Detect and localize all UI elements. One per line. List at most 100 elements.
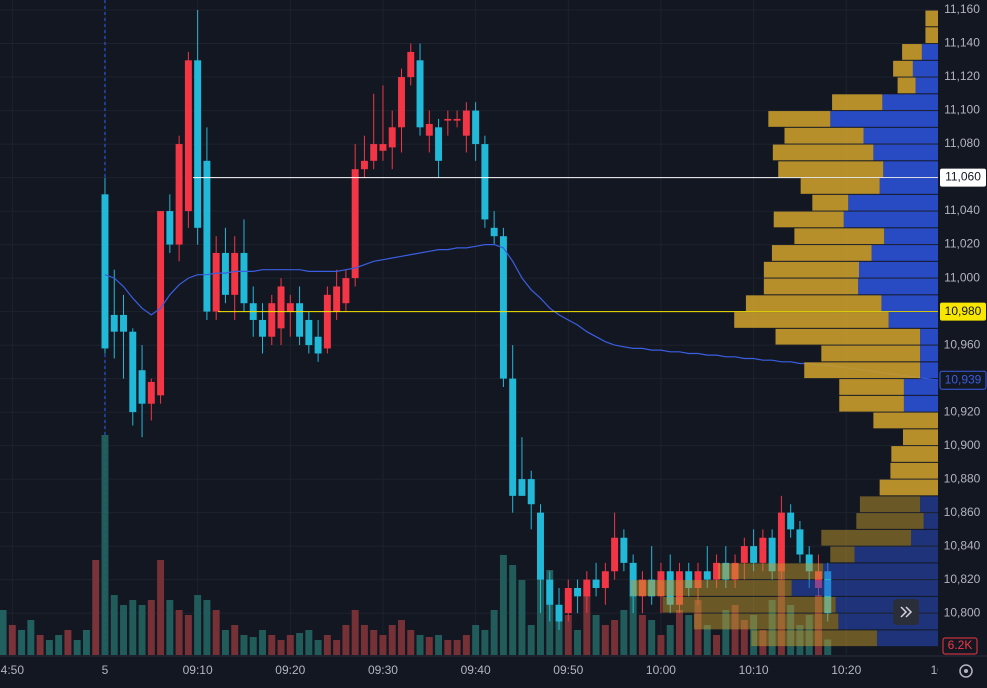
profile-up — [873, 412, 938, 429]
volume-bar — [592, 615, 600, 655]
x-tick-label: 09:40 — [461, 663, 491, 677]
candle-body — [166, 211, 174, 245]
candle-body — [555, 604, 563, 622]
plot-area: 4:50 5 09:10 09:20 09:30 09:40 09:50 10:00 10:10… — [0, 0, 938, 677]
candle-body — [101, 194, 109, 349]
volume-bar — [620, 610, 628, 655]
candle-body — [564, 587, 572, 614]
price-axis: 11,160 11,140 11,120 11,100 11,080 11,060 11,0… — [939, 2, 987, 655]
volume-bar — [444, 640, 452, 655]
volume-bar — [231, 625, 239, 655]
y-tick-label: 10,800 — [944, 605, 981, 619]
volume-bar — [342, 625, 350, 655]
profile-down — [876, 630, 938, 647]
volume-bar — [824, 639, 832, 655]
profile-up — [662, 596, 836, 613]
profile-down — [884, 228, 938, 245]
volume-bar — [583, 585, 591, 655]
profile-down — [830, 111, 938, 127]
y-tick-label: 10,900 — [944, 438, 981, 452]
volume-bar — [472, 625, 480, 655]
profile-up — [925, 10, 938, 27]
volume-bar — [194, 595, 202, 655]
profile-up — [832, 94, 883, 111]
volume-bar — [499, 555, 507, 655]
candle-body — [129, 331, 137, 413]
profile-up — [763, 261, 860, 278]
y-tick-label: 10,840 — [944, 538, 981, 552]
volume-bar — [323, 635, 331, 655]
volume-bar — [259, 630, 266, 655]
profile-down — [863, 127, 938, 144]
candle-body — [435, 127, 443, 161]
candle-body — [796, 529, 804, 555]
price-level-label: 10,980 — [945, 304, 982, 318]
candle-body — [157, 211, 165, 396]
volume-bar — [564, 615, 572, 655]
vwap-label: 10,939 — [945, 372, 982, 386]
profile-down — [791, 580, 938, 596]
volume-bar — [370, 630, 378, 655]
profile-down — [882, 94, 938, 111]
profile-up — [804, 362, 921, 379]
candle-body — [787, 512, 795, 530]
volume-last-label: 6.2K — [948, 638, 973, 652]
candle-body — [750, 546, 758, 563]
candle-body — [231, 252, 239, 295]
candle-body — [221, 252, 229, 295]
x-tick-label: 09:10 — [183, 663, 213, 677]
candle-body — [240, 252, 248, 304]
volume-bar — [64, 630, 72, 655]
candle-body — [110, 314, 118, 332]
candle-body — [685, 571, 693, 588]
profile-up — [821, 529, 912, 546]
profile-down — [873, 144, 938, 161]
candle-body — [499, 236, 507, 379]
profile-up — [800, 178, 880, 194]
profile-up — [821, 345, 921, 362]
volume-bar — [27, 620, 35, 655]
candle-body — [574, 587, 582, 597]
candle-body — [314, 336, 322, 354]
candle-body — [620, 537, 628, 563]
settings-icon[interactable] — [959, 664, 973, 678]
volume-bar — [268, 635, 276, 655]
volume-bar — [407, 630, 415, 655]
volume-bar — [555, 605, 563, 655]
candle-body — [259, 319, 266, 337]
y-tick-label: 11,140 — [944, 36, 980, 50]
volume-bar — [92, 560, 100, 655]
volume-bar — [713, 635, 721, 655]
volume-bar — [574, 630, 582, 655]
volume-bar — [740, 620, 748, 655]
volume-bar — [129, 600, 137, 655]
profile-up — [830, 546, 855, 563]
profile-up — [902, 429, 938, 446]
profile-down — [838, 613, 938, 630]
profile-up — [693, 613, 839, 630]
volume-bar — [212, 610, 220, 655]
volume-bar — [648, 620, 656, 655]
profile-down — [823, 563, 938, 580]
profile-up — [778, 161, 884, 178]
candle-body — [333, 286, 341, 312]
profile-up — [812, 194, 849, 211]
profile-up — [775, 328, 921, 345]
volume-bar — [666, 625, 674, 655]
volume-bar — [416, 635, 424, 655]
x-tick-label: 10:10 — [739, 663, 769, 677]
volume-bar — [398, 620, 405, 655]
profile-up — [856, 513, 924, 529]
volume-bar — [138, 605, 146, 655]
volume-bar — [435, 635, 443, 655]
profile-down — [911, 529, 938, 546]
profile-up — [794, 228, 885, 245]
profile-down — [920, 328, 938, 345]
volume-bar — [629, 595, 637, 655]
y-tick-label: 11,120 — [944, 69, 980, 83]
candle-body — [425, 123, 433, 136]
candle-body — [490, 227, 498, 237]
scroll-button[interactable] — [893, 599, 919, 625]
candle-body — [814, 571, 822, 588]
